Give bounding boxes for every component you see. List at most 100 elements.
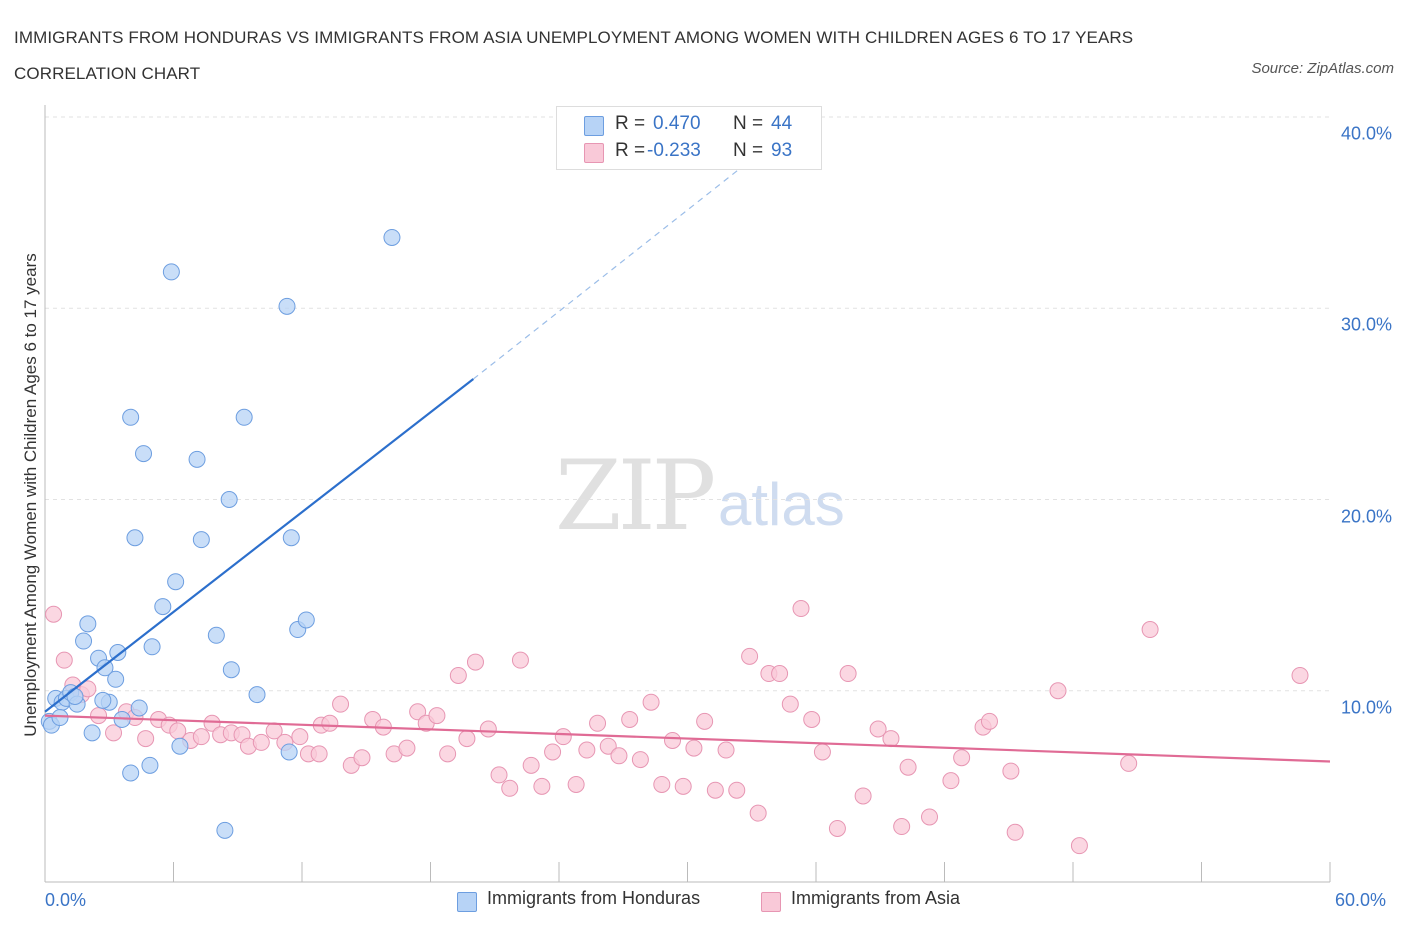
y-tick-label: 40.0% [1340, 123, 1392, 144]
bottom-legend-label-honduras: Immigrants from Honduras [487, 888, 701, 908]
data-point [728, 781, 746, 799]
data-point [567, 775, 585, 793]
data-point [631, 751, 649, 769]
legend-row-honduras: R = [615, 111, 645, 137]
bottom-legend-swatch-honduras [457, 892, 477, 912]
data-point [66, 687, 84, 705]
data-point [1006, 823, 1024, 841]
data-point [854, 787, 872, 805]
data-point [706, 781, 724, 799]
data-point [291, 728, 309, 746]
data-point [803, 710, 821, 728]
data-point [297, 611, 315, 629]
data-point [1120, 754, 1138, 772]
data-point [75, 632, 93, 650]
data-point [466, 653, 484, 671]
data-point [107, 670, 125, 688]
data-point [96, 659, 114, 677]
data-point [479, 720, 497, 738]
data-point [220, 491, 238, 508]
data-point [869, 720, 887, 738]
data-point [1070, 837, 1088, 855]
data-point [522, 756, 540, 774]
data-point [664, 731, 682, 749]
correlation-legend: R = 0.470 N = 44 R = -0.233 N = 93 [556, 106, 822, 170]
data-point [79, 615, 97, 633]
chart-title: IMMIGRANTS FROM HONDURAS VS IMMIGRANTS F… [14, 28, 1134, 83]
data-point [282, 529, 300, 547]
legend-n-value-asia: 93 [771, 140, 793, 161]
data-point [105, 724, 123, 742]
data-point [428, 707, 446, 725]
data-point [980, 712, 998, 730]
data-point [439, 745, 457, 763]
data-point [222, 661, 240, 679]
data-point [167, 573, 185, 591]
legend-r-label: R = [615, 113, 646, 134]
legend-swatch-honduras [584, 116, 604, 136]
data-point [171, 737, 189, 755]
data-point [589, 714, 607, 732]
data-point [188, 450, 206, 468]
legend-n-label: N = [733, 140, 764, 161]
data-point [813, 743, 831, 761]
data-point [321, 714, 339, 732]
data-point [921, 808, 939, 826]
data-point [490, 766, 508, 784]
data-point [828, 819, 846, 837]
data-point [122, 764, 140, 782]
data-point [51, 709, 69, 727]
trend-line-asia [44, 714, 1331, 763]
data-point [79, 680, 97, 698]
data-point [252, 733, 270, 751]
data-point [544, 743, 562, 761]
data-point [749, 804, 767, 822]
data-point [192, 728, 210, 746]
data-point [216, 821, 234, 839]
y-tick-label: 30.0% [1340, 314, 1392, 335]
data-point [458, 730, 476, 748]
data-point [449, 666, 467, 684]
data-point [203, 714, 221, 732]
data-point [501, 779, 519, 797]
data-point [143, 638, 161, 656]
data-point [353, 749, 371, 767]
data-point [135, 445, 153, 463]
data-point [839, 665, 857, 683]
legend-n-label: N = [733, 113, 764, 134]
legend-r-label: R = [615, 140, 646, 161]
data-point [942, 772, 960, 790]
data-point [1291, 666, 1309, 684]
data-point [771, 665, 789, 683]
data-point [1141, 621, 1159, 639]
data-point [717, 741, 735, 759]
data-point [94, 691, 112, 709]
x-tick-label-max: 60.0% [1335, 890, 1387, 910]
x-tick-label-min: 0.0% [45, 890, 87, 910]
data-point [248, 686, 266, 704]
data-point [310, 745, 328, 763]
bottom-legend-swatch-asia [761, 892, 781, 912]
legend-r-value-asia: -0.233 [647, 140, 701, 161]
data-point [235, 408, 253, 426]
data-point [599, 737, 617, 755]
data-point [192, 531, 210, 549]
data-point [511, 651, 529, 669]
watermark-atlas: atlas [718, 471, 845, 538]
data-point [280, 743, 298, 761]
data-point [741, 647, 759, 665]
data-point [109, 644, 127, 661]
data-point [1002, 762, 1020, 780]
data-point [45, 605, 63, 623]
data-point [90, 707, 108, 725]
data-point [696, 712, 714, 730]
data-point [332, 695, 350, 713]
data-point [207, 626, 225, 644]
data-point [882, 730, 900, 748]
source-label: Source: ZipAtlas.com [1251, 60, 1394, 77]
data-point [554, 728, 572, 746]
watermark-zip: ZIP [555, 440, 716, 552]
trend-line-honduras [44, 378, 475, 713]
legend-row-asia: R = [615, 138, 645, 164]
data-point [55, 651, 73, 669]
